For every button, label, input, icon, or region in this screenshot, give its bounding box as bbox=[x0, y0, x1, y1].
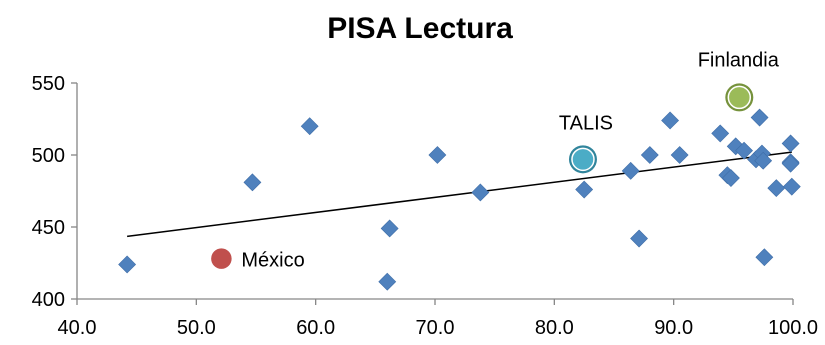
data-point bbox=[754, 151, 773, 170]
data-point bbox=[621, 161, 640, 180]
data-point bbox=[750, 108, 769, 127]
data-point bbox=[630, 229, 648, 248]
x-tick-label: 70.0 bbox=[416, 317, 455, 339]
x-tick-label: 60.0 bbox=[296, 317, 335, 339]
highlight-points: México TALIS Finlandia bbox=[207, 49, 780, 273]
x-tick-label: 90.0 bbox=[654, 317, 693, 339]
y-tick-label: 550 bbox=[32, 73, 65, 95]
y-tick-label: 500 bbox=[32, 145, 65, 167]
data-point bbox=[378, 272, 397, 291]
data-point bbox=[640, 146, 659, 164]
highlight-point bbox=[571, 147, 595, 172]
data-point bbox=[243, 173, 262, 192]
highlight-label: México bbox=[241, 250, 304, 272]
data-point bbox=[781, 154, 800, 173]
data-point bbox=[300, 117, 319, 136]
trendline bbox=[127, 151, 792, 238]
y-tick-label: 450 bbox=[32, 217, 65, 239]
data-point bbox=[711, 124, 730, 143]
data-point bbox=[471, 183, 490, 202]
trendline-layer bbox=[127, 151, 792, 238]
data-point bbox=[118, 255, 137, 274]
highlight-label: TALIS bbox=[559, 112, 613, 134]
data-point bbox=[722, 169, 740, 187]
axes: 400 450 500 550 40.0 50.0 60.0 70.0 80.0 90.0 100.… bbox=[32, 73, 818, 339]
x-tick-label: 50.0 bbox=[177, 317, 216, 339]
x-tick-label: 100.0 bbox=[768, 317, 818, 339]
data-point bbox=[782, 177, 801, 196]
data-point bbox=[670, 146, 689, 164]
data-point bbox=[380, 219, 399, 238]
data-point bbox=[735, 141, 753, 160]
highlight-point bbox=[727, 85, 752, 110]
y-tick-label: 400 bbox=[32, 289, 65, 311]
data-point bbox=[755, 248, 774, 267]
data-point bbox=[575, 180, 594, 199]
data-points bbox=[118, 108, 801, 291]
data-point bbox=[767, 179, 786, 198]
x-tick-label: 40.0 bbox=[58, 317, 97, 339]
chart-title: PISA Lectura bbox=[327, 12, 513, 45]
data-point bbox=[661, 111, 680, 130]
data-point bbox=[781, 134, 800, 153]
x-tick-label: 80.0 bbox=[535, 317, 574, 339]
highlight-label: Finlandia bbox=[698, 49, 780, 71]
highlight-point bbox=[209, 246, 234, 271]
data-point bbox=[428, 146, 447, 164]
